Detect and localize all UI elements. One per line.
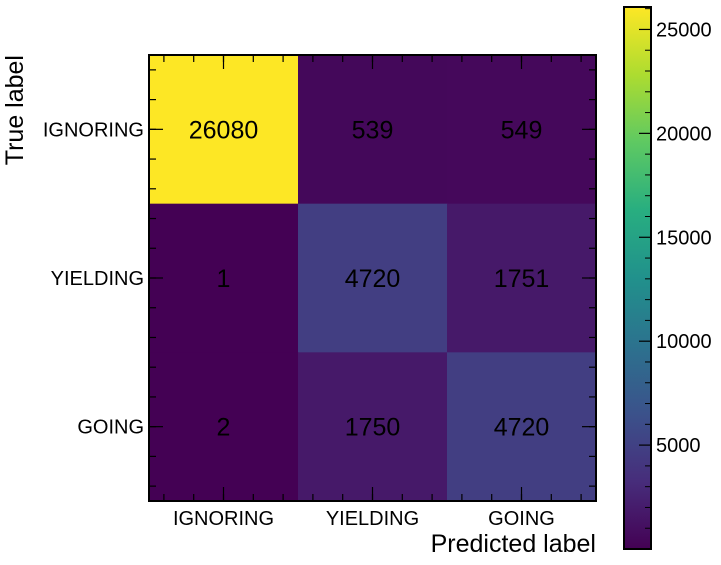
x-tick-label: GOING	[488, 508, 555, 530]
colorbar: 5000 10000 15000 20000 25000	[623, 6, 712, 550]
y-tick-label: YIELDING	[51, 268, 144, 290]
x-tick-label: YIELDING	[326, 508, 419, 530]
cell-value-label: 549	[501, 116, 543, 144]
colorbar-gradient	[623, 6, 652, 550]
axis-ticks	[149, 55, 596, 501]
cell-value-label: 4720	[345, 265, 401, 293]
x-tick-labels: IGNORING YIELDING GOING	[173, 508, 555, 530]
cell-value-label: 4720	[494, 414, 550, 442]
y-tick-label: IGNORING	[43, 119, 144, 141]
heatmap-cell	[298, 203, 448, 353]
cell-value-label: 2	[217, 414, 231, 442]
y-tick-labels: IGNORING YIELDING GOING	[43, 119, 144, 438]
y-tick-label: GOING	[77, 417, 144, 439]
colorbar-tick-label: 20000	[656, 123, 712, 145]
x-axis-label: Predicted label	[431, 530, 596, 558]
heatmap-cells	[149, 55, 597, 502]
colorbar-tick-label: 25000	[656, 19, 712, 41]
colorbar-tick-label: 10000	[656, 331, 712, 353]
heatmap-cell	[298, 55, 448, 205]
colorbar-tick-label: 15000	[656, 227, 712, 249]
cell-value-labels: 26080 539 549 1 4720 1751 2 1750 4720	[189, 116, 550, 441]
cell-value-label: 539	[352, 116, 394, 144]
heatmap-cell	[447, 55, 597, 205]
x-tick-label: IGNORING	[173, 508, 274, 530]
cell-value-label: 1	[217, 265, 231, 293]
heatmap-cell	[298, 352, 448, 502]
heatmap-cell	[447, 203, 597, 353]
heatmap-cell	[149, 203, 299, 353]
cell-value-label: 26080	[189, 116, 259, 144]
heatmap-cell	[149, 55, 299, 205]
colorbar-tick-label: 5000	[656, 435, 701, 457]
cell-value-label: 1751	[494, 265, 550, 293]
heatmap-cell	[447, 352, 597, 502]
y-axis-label: True label	[1, 55, 29, 165]
heatmap-cell	[149, 352, 299, 502]
cell-value-label: 1750	[345, 414, 401, 442]
